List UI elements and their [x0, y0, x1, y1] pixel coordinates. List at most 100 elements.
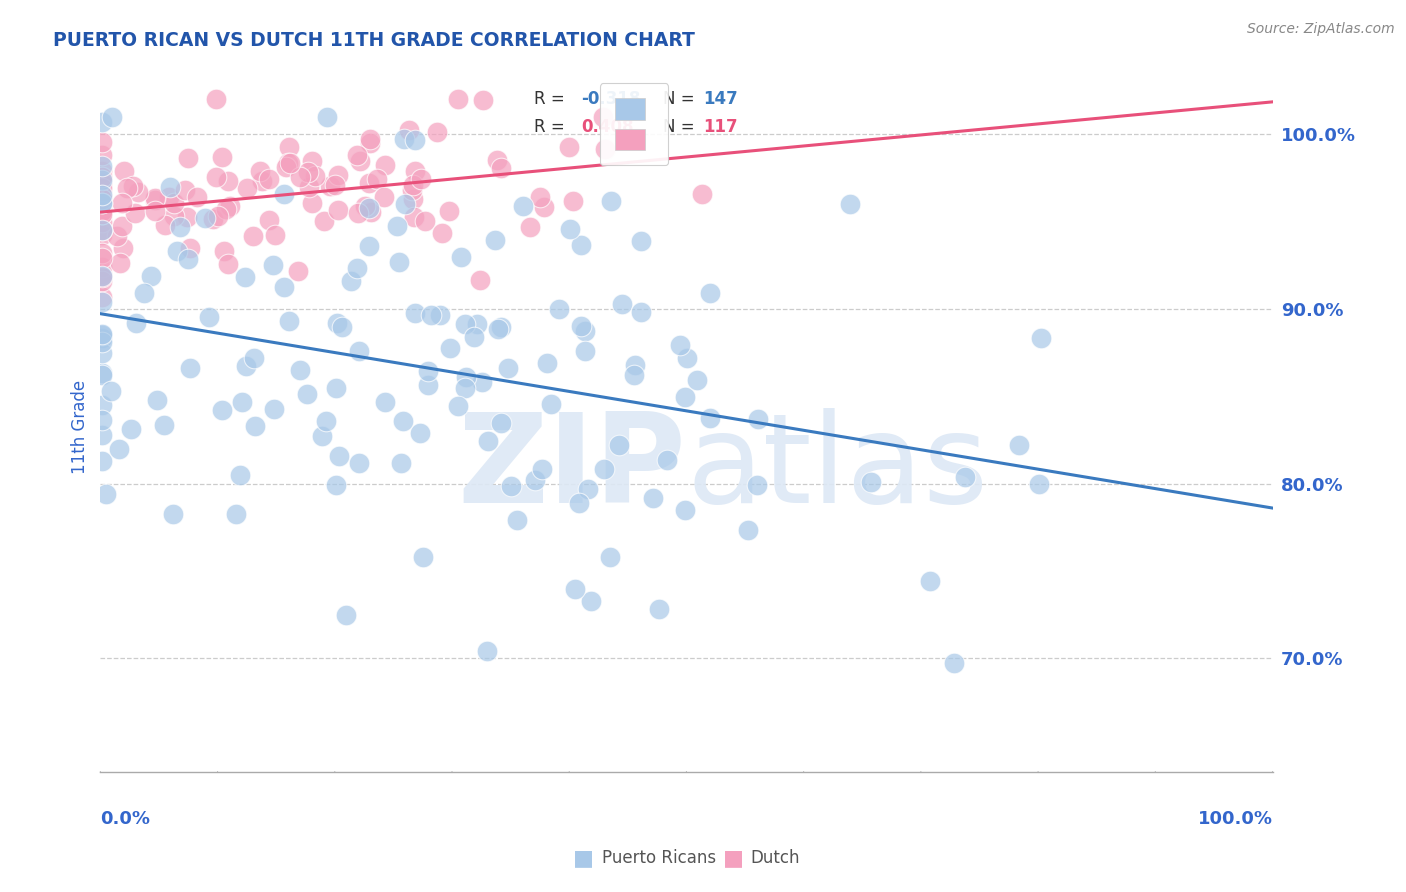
Point — [353, 199, 375, 213]
Point — [574, 324, 596, 338]
Point — [90, 328, 112, 343]
Point — [496, 360, 519, 375]
Point — [235, 359, 257, 374]
Point — [686, 373, 709, 387]
Point — [90, 295, 112, 310]
Point — [162, 507, 184, 521]
Point — [90, 160, 112, 174]
Point — [90, 204, 112, 219]
Point — [143, 194, 166, 208]
Point — [315, 414, 337, 428]
Point — [100, 384, 122, 398]
Point — [839, 196, 862, 211]
Point — [90, 366, 112, 380]
Point — [163, 196, 186, 211]
Point — [673, 502, 696, 516]
Point — [90, 331, 112, 345]
Point — [211, 150, 233, 164]
Point — [359, 132, 381, 146]
Point — [468, 273, 491, 287]
Point — [90, 169, 112, 184]
Point — [233, 270, 256, 285]
Point — [360, 205, 382, 219]
Point — [90, 173, 112, 187]
Point — [90, 330, 112, 344]
Point — [90, 223, 112, 237]
Text: ■: ■ — [574, 848, 593, 868]
Point — [600, 194, 623, 208]
Point — [277, 140, 299, 154]
Point — [675, 390, 697, 404]
Point — [90, 269, 112, 284]
Point — [415, 213, 437, 227]
Point — [115, 180, 138, 194]
Point — [699, 286, 721, 301]
Point — [471, 375, 494, 389]
Point — [373, 189, 395, 203]
Text: 0.408: 0.408 — [581, 118, 634, 136]
Point — [519, 220, 541, 235]
Point — [205, 92, 228, 106]
Point — [747, 412, 769, 426]
Point — [229, 468, 252, 483]
Point — [312, 214, 335, 228]
Point — [568, 496, 591, 510]
Point — [402, 178, 425, 193]
Point — [569, 318, 592, 333]
Text: -0.318: -0.318 — [581, 90, 640, 108]
Point — [274, 160, 297, 174]
Point — [90, 399, 112, 413]
Point — [420, 308, 443, 322]
Point — [288, 363, 311, 377]
Point — [347, 343, 370, 358]
Point — [326, 168, 349, 182]
Point — [402, 192, 425, 206]
Point — [404, 210, 426, 224]
Point — [217, 174, 239, 188]
Point — [624, 358, 647, 372]
Point — [90, 207, 112, 221]
Point — [179, 361, 201, 376]
Point — [595, 141, 617, 155]
Point — [90, 192, 112, 206]
Point — [454, 370, 477, 384]
Point — [404, 306, 426, 320]
Point — [301, 153, 323, 168]
Point — [411, 172, 433, 186]
Point — [418, 364, 440, 378]
Point — [432, 226, 454, 240]
Point — [669, 338, 692, 352]
Point — [398, 123, 420, 137]
Point — [163, 210, 186, 224]
Point — [179, 242, 201, 256]
Point — [219, 199, 242, 213]
Point — [540, 396, 562, 410]
Point — [453, 381, 475, 395]
Point — [426, 125, 449, 139]
Point — [536, 356, 558, 370]
Point — [389, 456, 412, 470]
Point — [90, 186, 112, 200]
Point — [578, 482, 600, 496]
Point — [548, 302, 571, 317]
Point — [257, 172, 280, 186]
Point — [243, 419, 266, 434]
Text: Dutch: Dutch — [751, 849, 800, 867]
Point — [166, 244, 188, 259]
Point — [90, 175, 112, 189]
Point — [623, 368, 645, 383]
Point — [477, 644, 499, 658]
Point — [323, 178, 346, 192]
Point — [90, 164, 112, 178]
Point — [574, 343, 596, 358]
Text: N =: N = — [664, 90, 700, 108]
Point — [197, 310, 219, 324]
Point — [298, 179, 321, 194]
Point — [177, 252, 200, 266]
Point — [641, 491, 664, 505]
Point — [1028, 477, 1050, 491]
Point — [101, 110, 124, 124]
Point — [108, 442, 131, 457]
Point — [90, 181, 112, 195]
Point — [90, 290, 112, 304]
